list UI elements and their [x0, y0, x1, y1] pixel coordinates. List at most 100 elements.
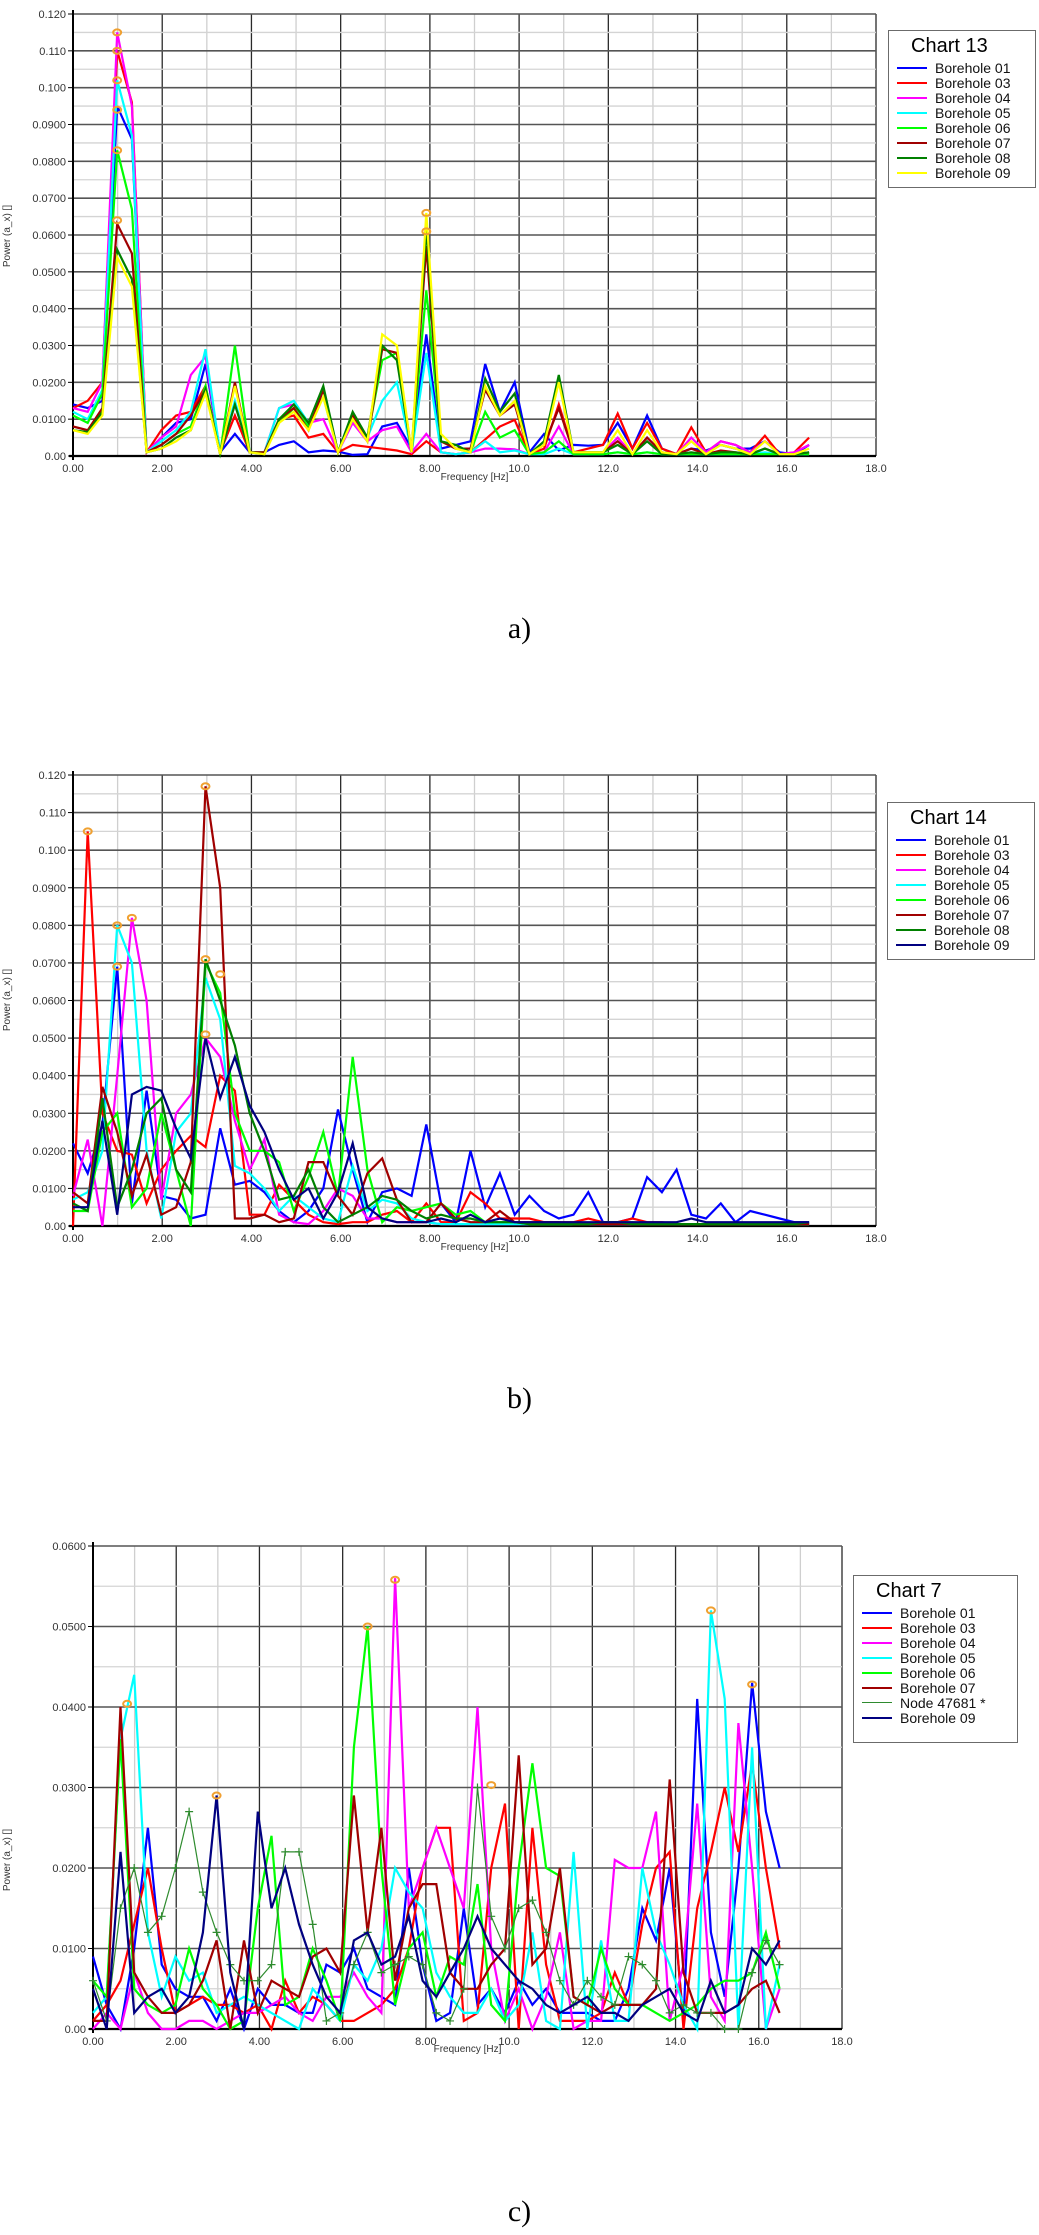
legend-swatch: [897, 141, 927, 144]
legend-label: Borehole 06: [934, 891, 1010, 908]
legend-item: Borehole 05: [896, 877, 1028, 893]
svg-text:0.0900: 0.0900: [32, 883, 66, 895]
legend-label: Borehole 04: [900, 1634, 976, 1651]
legend-swatch: [896, 868, 926, 871]
chart-13-panel: 0.00 0.0100 0.0200 0.0300 0.0400 0.0500 0.0600…: [0, 0, 1039, 660]
legend-item: Borehole 03: [862, 1619, 1011, 1636]
legend-swatch: [897, 111, 927, 114]
series-borehole-04: [72, 32, 810, 456]
legend-swatch: [897, 96, 927, 99]
svg-text:0.00: 0.00: [45, 451, 66, 463]
svg-text:14.0: 14.0: [687, 463, 708, 475]
legend-item: Borehole 01: [896, 832, 1028, 848]
chart-14-panel: 0.00 0.0100 0.0200 0.0300 0.0400 0.0500 0.0600…: [0, 760, 1039, 1460]
svg-text:2.00: 2.00: [152, 1233, 173, 1245]
legend-label: Borehole 08: [935, 149, 1011, 166]
legend-label: Borehole 09: [934, 936, 1010, 953]
legend-label: Borehole 09: [900, 1709, 976, 1726]
legend-item: Node 47681 *: [862, 1695, 1011, 1711]
caption-a: a): [507, 612, 532, 645]
legend-swatch: [897, 81, 927, 84]
svg-text:18.0: 18.0: [831, 2036, 852, 2048]
x-tick-labels: 0.00 2.00 4.00 6.00 8.00 10.0 12.0 14.0 16.0 18.0: [62, 1233, 886, 1245]
legend-label: Borehole 05: [900, 1649, 976, 1666]
svg-text:0.0200: 0.0200: [32, 1146, 66, 1158]
svg-text:0.0300: 0.0300: [52, 1783, 86, 1795]
svg-text:0.0600: 0.0600: [32, 230, 66, 242]
legend-item: Borehole 07: [897, 135, 1029, 151]
y-tick-labels: 0.00 0.0100 0.0200 0.0300 0.0400 0.0500 0.0600…: [32, 770, 73, 1233]
y-axis-title: Power (a_x) []: [2, 205, 13, 267]
svg-text:12.0: 12.0: [598, 463, 619, 475]
legend-label: Borehole 01: [900, 1604, 976, 1621]
grid: [72, 13, 877, 457]
chart-14-legend: Chart 14 Borehole 01 Borehole 03 Borehole …: [887, 802, 1035, 960]
x-tick-labels: 0.00 2.00 4.00 6.00 8.00 10.0 12.0 14.0 16.0 18.0: [62, 463, 886, 475]
legend-item: Borehole 01: [862, 1604, 1011, 1621]
legend-swatch: [862, 1671, 892, 1674]
legend-item: Borehole 09: [896, 936, 1028, 953]
svg-text:4.00: 4.00: [249, 2036, 270, 2048]
legend-swatch: [862, 1626, 892, 1629]
svg-text:6.00: 6.00: [330, 463, 351, 475]
legend-label: Borehole 04: [934, 861, 1010, 878]
svg-text:0.0900: 0.0900: [32, 120, 66, 132]
x-tick-labels: 0.00 2.00 4.00 6.00 8.00 10.0 12.0 14.0 16.0 18.0: [82, 2036, 852, 2048]
chart-7-plot: 0.00 0.0100 0.0200 0.0300 0.0400 0.0500 0.0600…: [2, 1541, 853, 2055]
series-borehole-07: [72, 786, 810, 1226]
series-borehole-09: [73, 1037, 810, 1224]
legend-label: Borehole 04: [935, 89, 1011, 106]
legend-item: Borehole 09: [897, 164, 1029, 181]
legend-swatch: [862, 1716, 892, 1719]
svg-text:0.0200: 0.0200: [32, 377, 66, 389]
caption-b: b): [507, 1382, 532, 1415]
svg-text:0.00: 0.00: [62, 463, 83, 475]
caption-c: c): [507, 2195, 532, 2228]
svg-text:0.0800: 0.0800: [32, 156, 66, 168]
legend-title: Chart 13: [911, 35, 988, 57]
series-lines: [72, 32, 810, 459]
legend-swatch: [897, 66, 927, 69]
legend-label: Borehole 07: [900, 1679, 976, 1696]
legend-swatch: [897, 126, 927, 129]
legend-label: Borehole 09: [935, 164, 1011, 181]
svg-text:8.00: 8.00: [419, 463, 440, 475]
svg-text:0.0700: 0.0700: [32, 958, 66, 970]
svg-text:0.0500: 0.0500: [52, 1622, 86, 1634]
legend-label: Borehole 03: [900, 1619, 976, 1636]
legend-swatch: [862, 1611, 892, 1614]
legend-swatch: [862, 1641, 892, 1644]
svg-text:0.0400: 0.0400: [52, 1702, 86, 1714]
svg-text:0.110: 0.110: [39, 46, 66, 58]
legend-item: Borehole 05: [897, 105, 1029, 121]
svg-text:14.0: 14.0: [687, 1233, 708, 1245]
svg-text:0.0200: 0.0200: [52, 1863, 86, 1875]
legend-label: Borehole 06: [935, 119, 1011, 136]
svg-text:0.0600: 0.0600: [32, 996, 66, 1008]
svg-text:14.0: 14.0: [665, 2036, 686, 2048]
legend-item: Borehole 03: [896, 847, 1028, 863]
legend-label: Borehole 01: [935, 59, 1011, 76]
svg-text:10.0: 10.0: [508, 1233, 529, 1245]
legend-title: Chart 14: [910, 807, 987, 829]
legend-swatch: [896, 838, 926, 841]
svg-text:0.100: 0.100: [38, 83, 66, 95]
svg-text:0.00: 0.00: [45, 1221, 66, 1233]
series-borehole-07: [93, 1706, 781, 2030]
y-axis-title: Power (a_x) []: [2, 969, 13, 1031]
legend-item: Borehole 01: [897, 59, 1029, 76]
series-borehole-03: [71, 831, 810, 1227]
svg-text:0.00: 0.00: [65, 2024, 86, 2036]
svg-text:2.00: 2.00: [152, 463, 173, 475]
svg-text:4.00: 4.00: [241, 1233, 262, 1245]
legend-swatch: [896, 853, 926, 856]
x-axis-title: Frequency [Hz]: [441, 472, 509, 483]
legend-item: Borehole 08: [897, 149, 1029, 166]
svg-text:0.0400: 0.0400: [32, 304, 66, 316]
peak-markers: [82, 782, 226, 1039]
svg-text:16.0: 16.0: [748, 2036, 769, 2048]
series-lines: [89, 1578, 784, 2033]
peak-markers: [112, 28, 432, 236]
svg-text:0.00: 0.00: [62, 1233, 83, 1245]
svg-text:0.00: 0.00: [82, 2036, 103, 2048]
